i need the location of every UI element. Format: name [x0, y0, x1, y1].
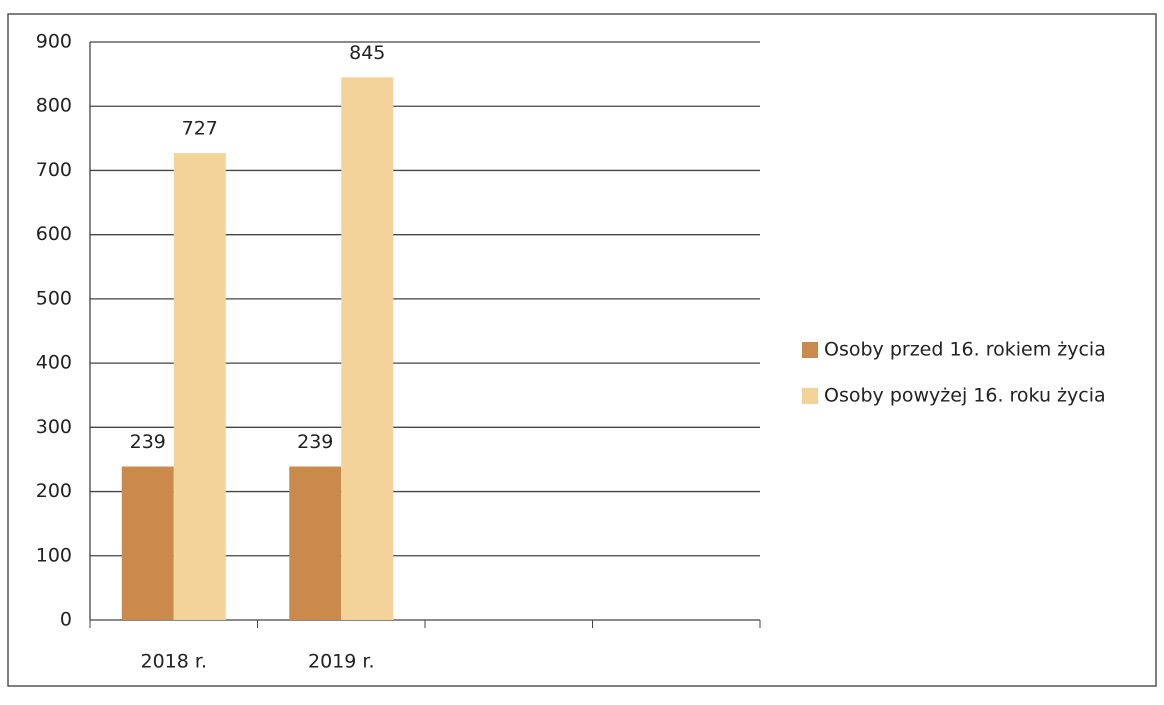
y-tick-label: 900 [36, 31, 72, 53]
x-tick-label: 2018 r. [141, 651, 208, 673]
legend-swatch [802, 342, 818, 358]
y-tick-label: 100 [36, 544, 72, 566]
y-tick-label: 500 [36, 287, 72, 309]
data-label: 727 [182, 118, 218, 140]
y-tick-label: 200 [36, 480, 72, 502]
bar [341, 77, 394, 621]
y-tick-label: 800 [36, 95, 72, 117]
bar [289, 466, 342, 620]
data-label: 239 [297, 431, 333, 453]
bar [121, 466, 174, 620]
legend-swatch [802, 388, 818, 404]
data-label: 239 [130, 431, 166, 453]
y-tick-label: 0 [60, 609, 72, 631]
y-tick-label: 600 [36, 223, 72, 245]
bar [173, 153, 226, 621]
y-tick-label: 300 [36, 416, 72, 438]
data-label: 845 [349, 42, 385, 64]
legend-label: Osoby powyżej 16. roku życia [824, 385, 1106, 407]
y-tick-label: 700 [36, 159, 72, 181]
y-tick-label: 400 [36, 352, 72, 374]
x-tick-label: 2019 r. [308, 651, 375, 673]
legend-label: Osoby przed 16. rokiem życia [824, 339, 1106, 361]
